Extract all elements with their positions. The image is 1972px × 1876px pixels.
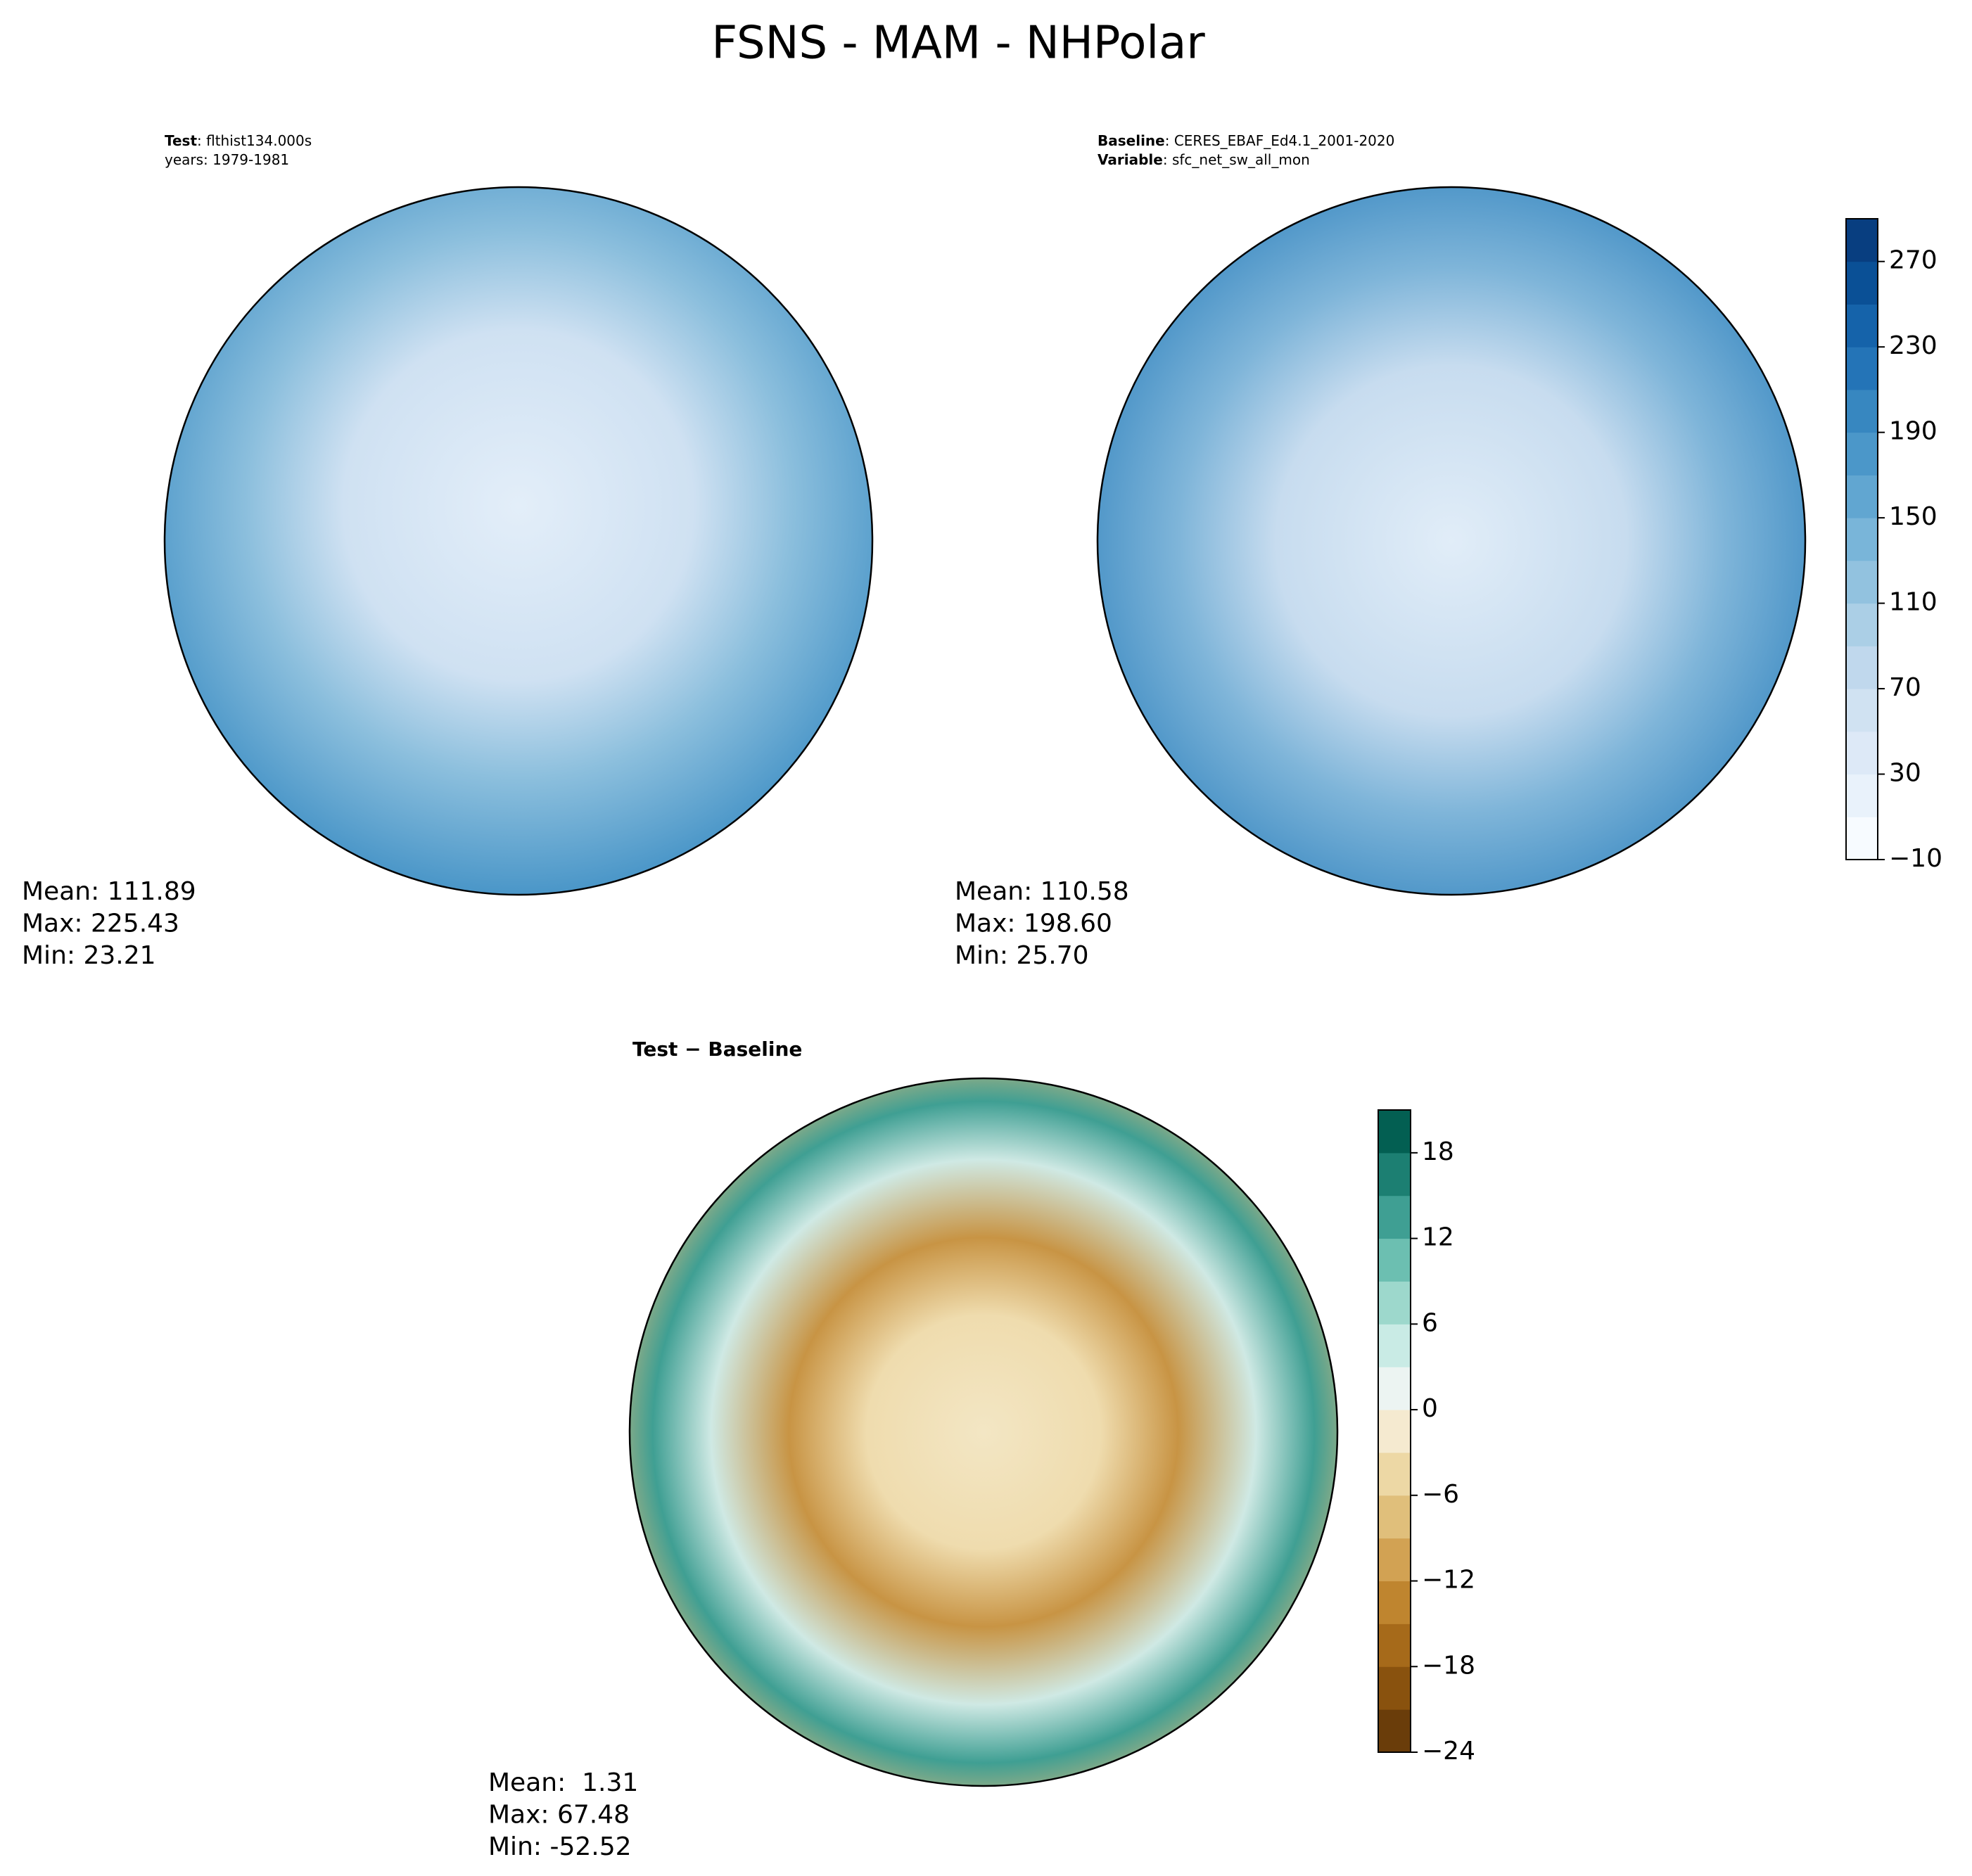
panel-label: Test: flthist134.000s [165,132,312,149]
color-segment [1846,389,1878,433]
stat-text: Max: 198.60 [955,910,1112,938]
color-segment [1846,774,1878,817]
label-bold: Test [165,132,197,149]
colorbar-tick-label: −18 [1422,1651,1475,1680]
color-segment [1378,1495,1411,1539]
label-bold: Baseline [1098,132,1165,149]
polar-map [1096,186,1807,896]
colorbar-tick-label: 70 [1889,673,1921,702]
panel-label: Baseline: CERES_EBAF_Ed4.1_2001-2020 [1098,132,1394,149]
label-bold: Variable [1098,151,1163,168]
color-segment [1378,1666,1411,1710]
stat-text: Max: 225.43 [22,910,179,938]
color-segment [1378,1367,1411,1410]
colorbar-frame [1378,1109,1411,1753]
color-segment [1378,1238,1411,1282]
color-segment [1846,475,1878,518]
color-segment [1846,817,1878,860]
color-segment [1378,1623,1411,1667]
panel-label: years: 1979-1981 [165,151,289,168]
colorbar-tick-label: 150 [1889,502,1938,531]
stat-text: Mean: 111.89 [22,877,196,906]
color-segment [1846,731,1878,775]
color-segment [1846,518,1878,561]
color-segment [1378,1709,1411,1753]
colorbar-tick-label: 270 [1889,246,1938,275]
color-segment [1846,646,1878,689]
polar-map [163,186,874,896]
polar-map [628,1077,1339,1787]
color-segment [1378,1538,1411,1582]
colorbar-tick-label: −12 [1422,1566,1475,1595]
color-segment [1378,1195,1411,1239]
label-text: : flthist134.000s [197,132,312,149]
colorbar-tick-label: 30 [1889,759,1921,788]
color-segment [1846,304,1878,347]
color-segment [1846,261,1878,305]
color-segment [1378,1410,1411,1453]
color-segment [1378,1281,1411,1325]
panel-label: Test − Baseline [632,1038,802,1061]
color-segment [1846,219,1878,262]
color-segment [1846,603,1878,646]
color-segment [1846,689,1878,732]
label-text: : CERES_EBAF_Ed4.1_2001-2020 [1165,132,1395,149]
color-segment [1378,1110,1411,1154]
color-segment [1378,1581,1411,1624]
stat-text: Min: 25.70 [955,941,1089,970]
colorbar-tick-label: −24 [1422,1737,1475,1766]
figure-title: FSNS - MAM - NHPolar [711,18,1205,70]
color-segment [1378,1452,1411,1496]
colorbar-tick-label: 12 [1422,1223,1454,1252]
colorbar-tick-label: −10 [1889,844,1942,873]
colorbar-frame [1845,218,1878,860]
stat-text: Min: -52.52 [488,1832,632,1861]
label-text: : sfc_net_sw_all_mon [1163,151,1310,168]
color-segment [1378,1324,1411,1367]
colorbar-tick-label: 230 [1889,331,1938,360]
color-segment [1378,1152,1411,1197]
panel-label: Variable: sfc_net_sw_all_mon [1098,151,1310,168]
colorbar-tick-label: 0 [1422,1394,1438,1423]
color-segment [1846,347,1878,390]
stat-text: Mean: 110.58 [955,877,1129,906]
colorbar-tick-label: 190 [1889,417,1938,446]
colorbar-tick-label: 110 [1889,588,1938,617]
colorbar-tick-label: 18 [1422,1137,1454,1166]
color-segment [1846,560,1878,604]
stat-text: Min: 23.21 [22,941,156,970]
colorbar-tick-label: 6 [1422,1308,1438,1337]
stat-text: Max: 67.48 [488,1801,630,1830]
colorbar-tick-label: −6 [1422,1480,1459,1509]
label-bold: Test − Baseline [632,1038,802,1061]
label-text: years: 1979-1981 [165,151,289,168]
stat-text: Mean: 1.31 [488,1768,638,1797]
color-segment [1846,432,1878,476]
